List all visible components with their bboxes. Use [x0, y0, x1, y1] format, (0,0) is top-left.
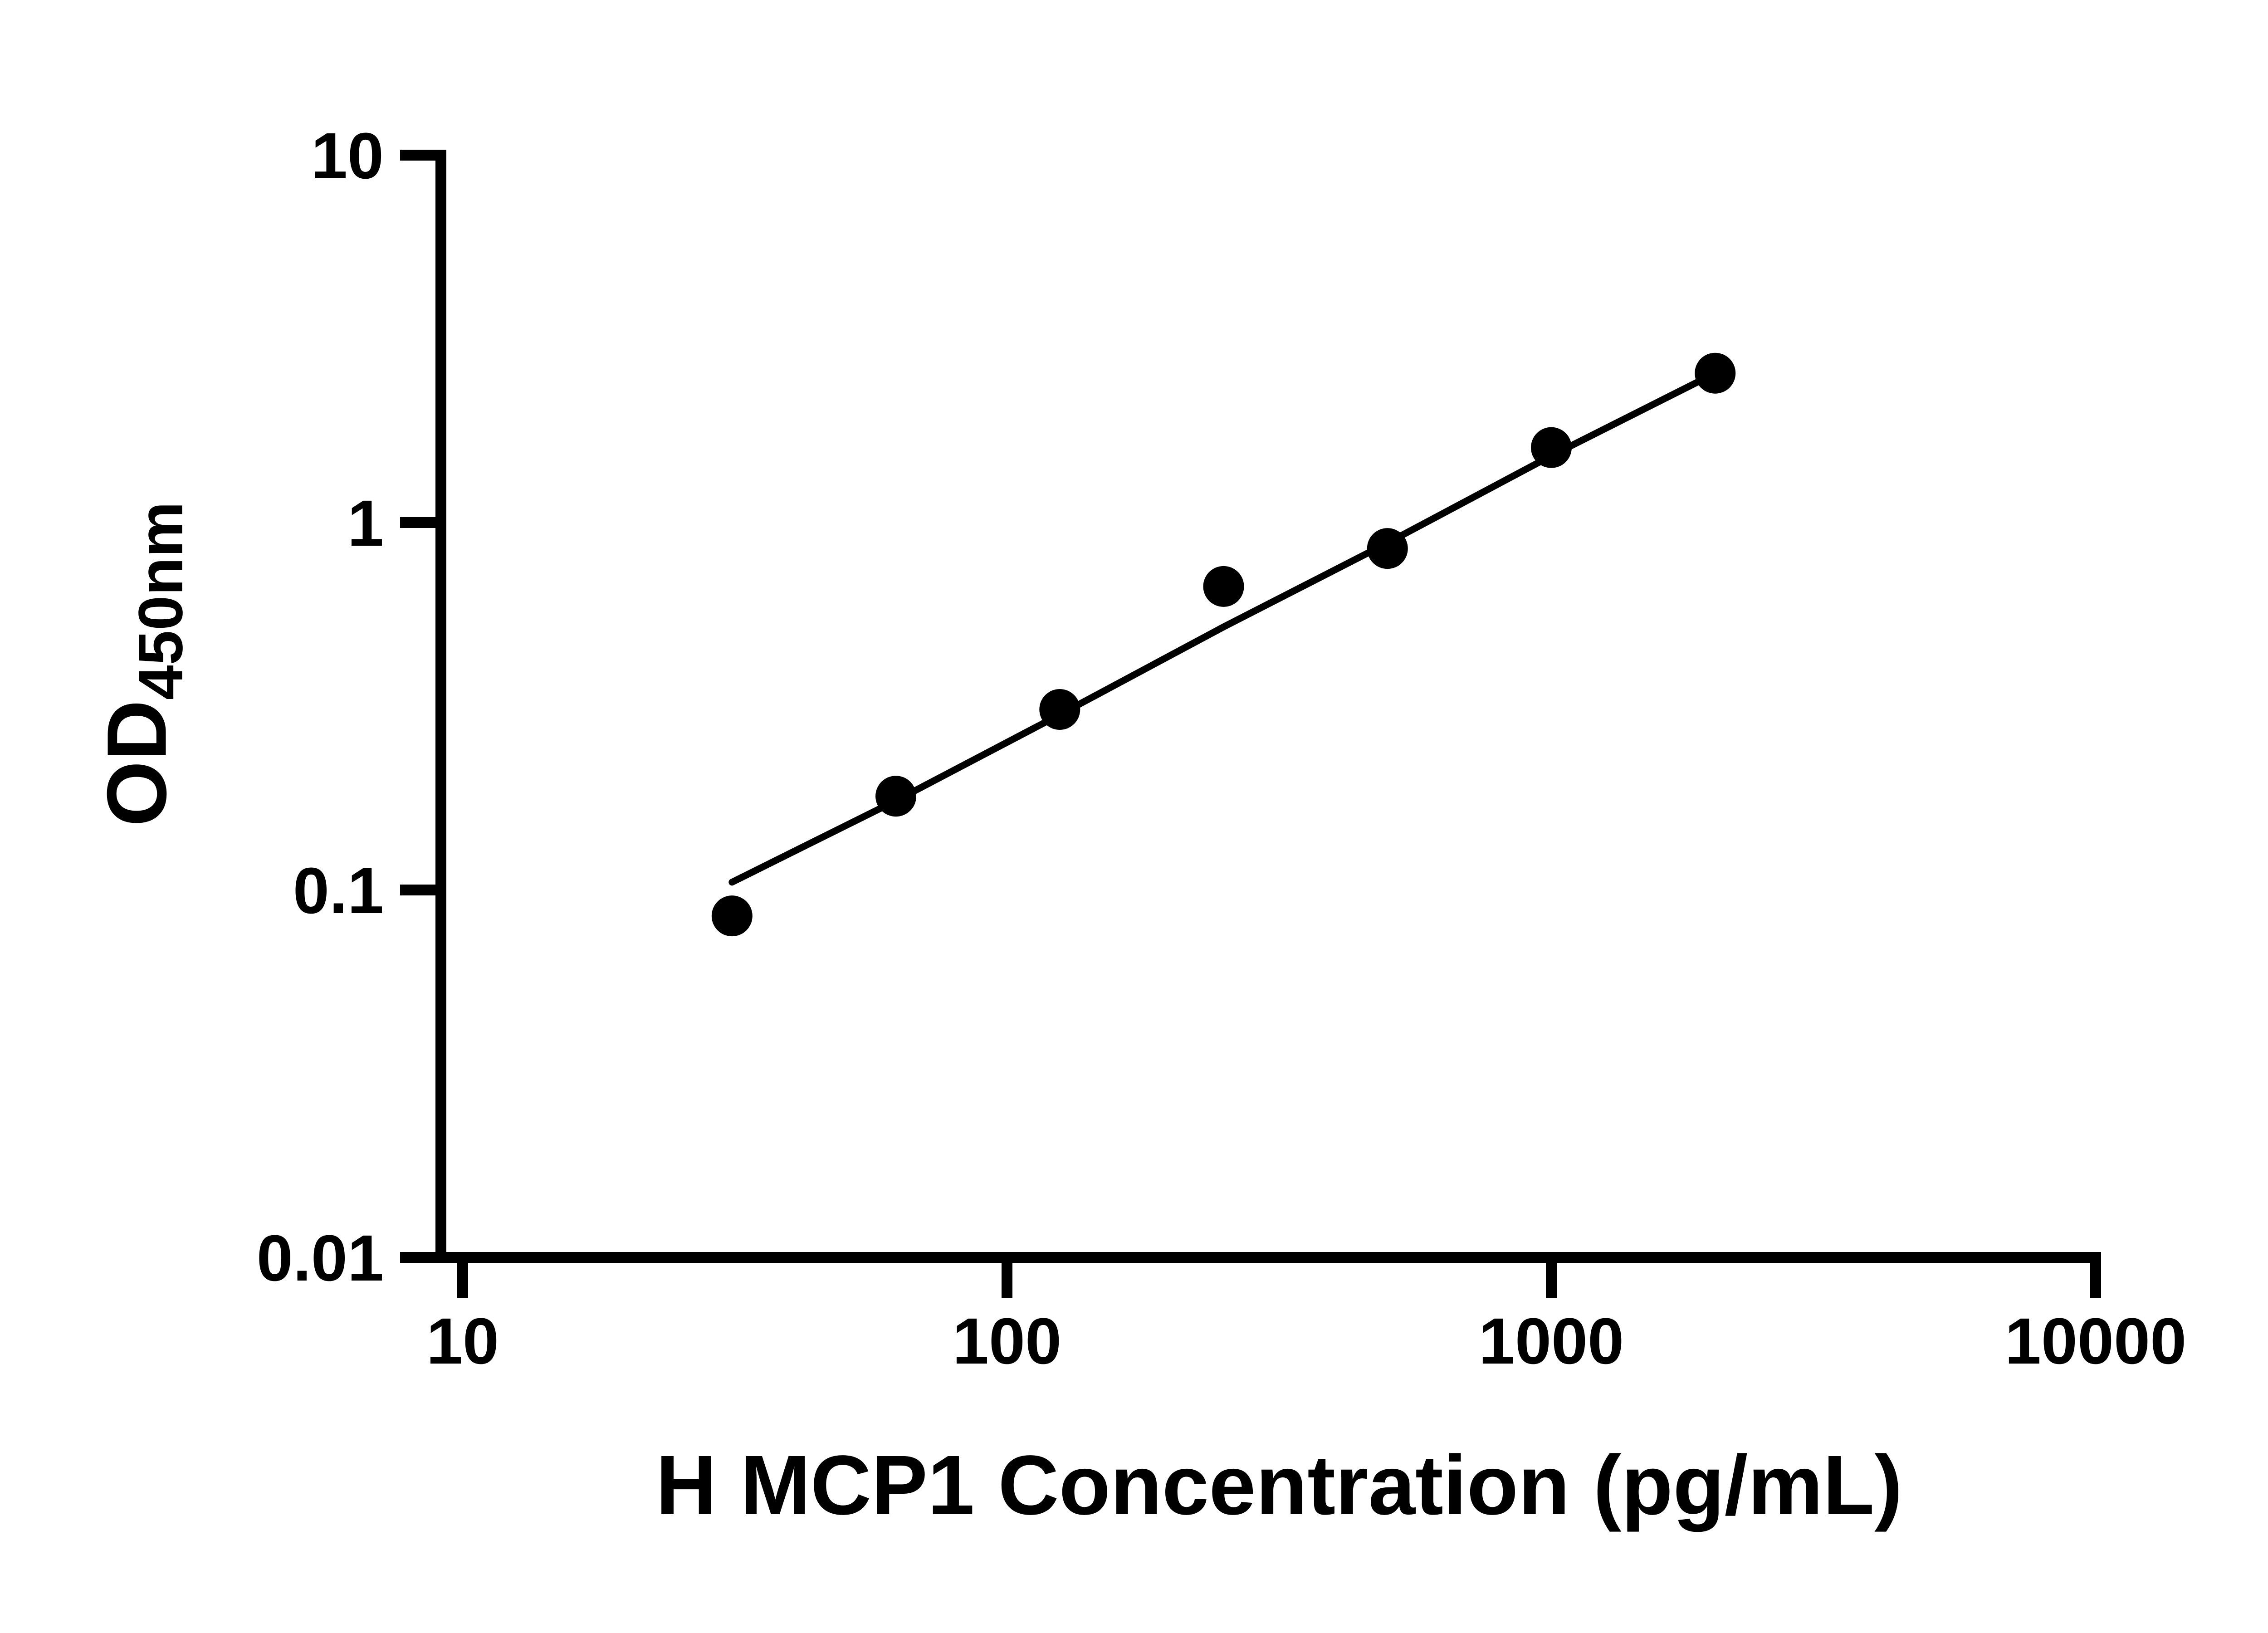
x-tick-label: 1000	[1479, 1305, 1624, 1378]
y-tick-label: 0.01	[257, 1222, 384, 1295]
y-tick-label: 0.1	[293, 854, 384, 927]
y-axis-title: OD450nm	[89, 502, 197, 826]
data-point	[1203, 566, 1244, 607]
y-tick-label: 10	[311, 119, 384, 192]
data-point	[1531, 427, 1572, 468]
x-tick-label: 100	[953, 1305, 1061, 1378]
x-tick-label: 10	[426, 1305, 499, 1378]
x-tick-label: 10000	[2005, 1305, 2186, 1378]
y-axis-title-main: OD	[90, 700, 184, 827]
data-point	[1039, 689, 1080, 730]
data-point	[875, 776, 917, 817]
x-axis-title: H MCP1 Concentration (pg/mL)	[655, 1438, 1903, 1532]
data-point	[711, 895, 753, 937]
y-axis-title-subscript: 450nm	[126, 501, 196, 700]
data-point	[1695, 352, 1736, 394]
data-point	[1367, 528, 1408, 569]
y-tick-label: 1	[347, 487, 384, 560]
